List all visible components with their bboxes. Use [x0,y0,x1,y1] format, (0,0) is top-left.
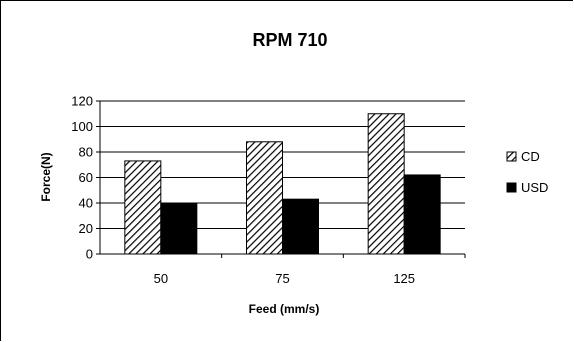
y-tick-label: 40 [79,196,93,211]
bars [124,113,441,255]
x-tick-label: 75 [275,271,289,286]
x-axis-label: Feed (mm/s) [249,302,320,316]
bar-cd-125 [367,113,405,255]
bar-usd-125 [403,174,441,255]
bar-cd-50 [124,160,162,255]
legend-label-usd: USD [521,180,548,195]
x-tick-labels: 50 75 125 [154,271,415,286]
bar-usd-75 [282,198,319,255]
legend-label-cd: CD [521,149,540,164]
chart-title: RPM 710 [252,30,327,50]
legend-swatch-cd [506,151,517,162]
y-tick-label: 100 [71,119,93,134]
x-tick-label: 50 [154,271,168,286]
y-tick-label: 0 [86,247,93,262]
y-tick-label: 120 [71,94,93,109]
x-tick-label: 125 [393,271,415,286]
bar-cd-75 [246,141,283,255]
legend: CD USD [500,140,573,202]
y-tick-label: 20 [79,221,93,236]
y-tick-label: 80 [79,145,93,160]
y-tick-label: 60 [79,170,93,185]
y-tick-labels: 0 20 40 60 80 100 120 [71,94,93,262]
bar-usd-50 [160,202,198,255]
y-axis-label: Force(N) [39,152,53,201]
axes [96,100,466,258]
legend-swatch-usd [506,182,517,193]
